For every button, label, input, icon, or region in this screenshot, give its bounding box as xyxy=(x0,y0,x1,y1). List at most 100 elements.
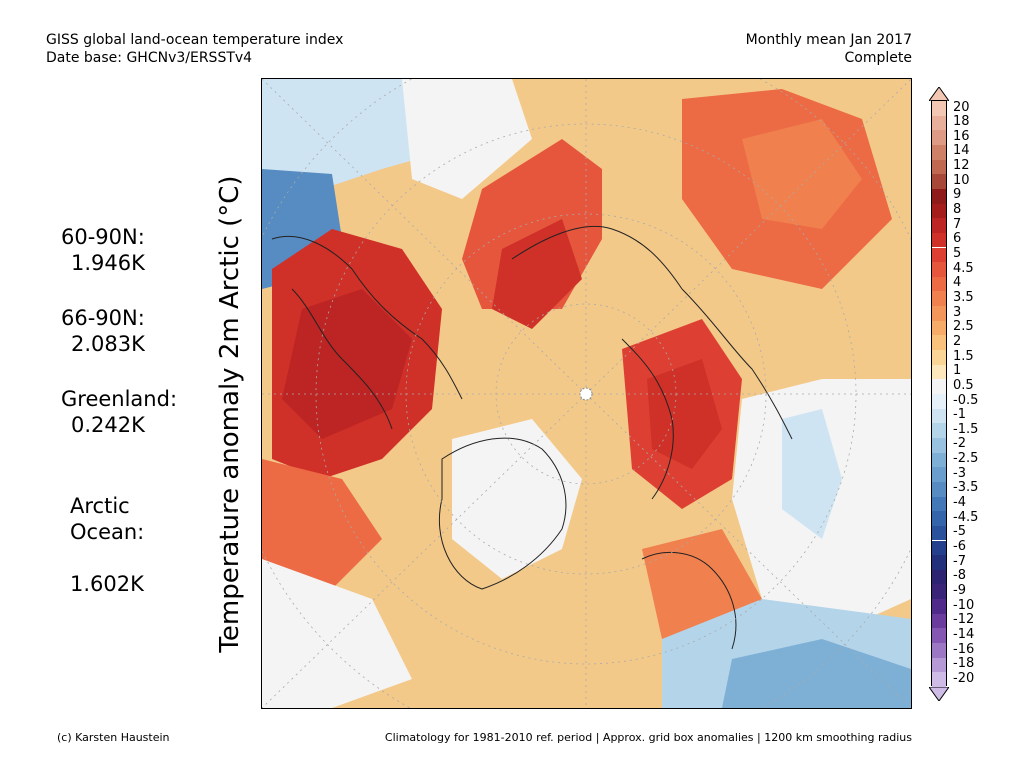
legend-label: 1.5 xyxy=(953,348,974,364)
footer-credit: (c) Karsten Haustein xyxy=(57,731,170,744)
legend-swatch xyxy=(932,232,946,248)
legend-label: -6 xyxy=(953,539,966,554)
legend-label: -7 xyxy=(953,553,966,569)
legend-label: 18 xyxy=(953,114,970,130)
anomaly-area-hot-east-siberian-sea xyxy=(492,219,582,329)
region-greenland: Greenland: 0.242K xyxy=(61,386,177,438)
anomaly-area-neutral-atlantic xyxy=(262,559,412,708)
legend-label: 4 xyxy=(953,275,962,291)
legend-label: -2 xyxy=(953,436,966,452)
legend-swatch xyxy=(932,613,946,629)
legend-label: -4.5 xyxy=(953,509,979,525)
legend-label: 16 xyxy=(953,128,970,144)
legend-swatch xyxy=(932,115,946,131)
coastline-novaya-zemlya xyxy=(621,338,674,500)
legend-swatch xyxy=(932,584,946,600)
legend-swatch xyxy=(932,628,946,644)
legend-swatch xyxy=(932,496,946,512)
legend-bar xyxy=(931,100,947,687)
legend-label: 5 xyxy=(953,246,962,261)
legend-label: -12 xyxy=(953,612,975,628)
region-name: Greenland: xyxy=(61,387,178,411)
legend-label: -20 xyxy=(953,670,975,686)
map-title: GISS global land-ocean temperature index xyxy=(46,32,344,48)
legend-label: -5 xyxy=(953,524,966,540)
legend-arrow-down xyxy=(928,686,950,702)
legend-label: 7 xyxy=(953,216,962,232)
legend-label: -0.5 xyxy=(953,392,979,408)
coastline-scandinavia xyxy=(641,551,737,650)
legend-swatch xyxy=(932,555,946,570)
legend-swatch xyxy=(932,452,946,468)
region-60-90n: 60-90N: 1.946K xyxy=(61,224,145,276)
legend-swatch xyxy=(932,320,946,336)
legend-swatch xyxy=(932,657,946,673)
legend-swatch xyxy=(932,218,946,233)
legend-swatch xyxy=(932,599,946,614)
legend-swatch xyxy=(932,569,946,585)
legend-swatch xyxy=(932,511,946,526)
legend-label: 3.5 xyxy=(953,289,974,305)
legend-label: 14 xyxy=(953,143,970,159)
legend-swatch xyxy=(932,159,946,175)
legend-label: 2 xyxy=(953,333,962,349)
anomaly-area-neutral-greenland xyxy=(452,419,582,579)
legend-label: -1 xyxy=(953,407,966,423)
region-name: 60-90N: xyxy=(61,225,145,249)
legend-label: -4 xyxy=(953,495,966,511)
legend-label: -10 xyxy=(953,597,975,613)
legend-label: -8 xyxy=(953,568,966,584)
legend-swatch xyxy=(932,350,946,365)
legend-label: 9 xyxy=(953,187,962,203)
anomaly-area-cold-east-europe xyxy=(722,639,911,708)
region-name: 66-90N: xyxy=(61,306,145,330)
legend-swatch xyxy=(932,144,946,160)
legend-label: -2.5 xyxy=(953,451,979,467)
map-layers xyxy=(262,79,911,708)
region-value: 1.602K xyxy=(70,572,144,596)
axis-label: Temperature anomaly 2m Arctic (°C) xyxy=(215,175,245,653)
legend-swatch xyxy=(932,262,946,277)
legend-swatch xyxy=(932,276,946,292)
legend-swatch xyxy=(932,643,946,658)
legend-swatch xyxy=(932,672,946,687)
legend-label: 6 xyxy=(953,231,962,247)
legend-swatch xyxy=(932,423,946,438)
anomaly-area-hot-kara-sea xyxy=(647,359,722,469)
legend-label: 8 xyxy=(953,202,962,218)
coastline-canada xyxy=(271,235,463,400)
legend-swatch xyxy=(932,130,946,145)
anomaly-area-neutral-bering xyxy=(402,79,532,199)
region-66-90n: 66-90N: 2.083K xyxy=(61,305,145,357)
legend-swatch xyxy=(932,379,946,394)
legend-swatch xyxy=(932,101,946,116)
legend-swatch xyxy=(932,408,946,424)
legend-label: -9 xyxy=(953,582,966,598)
north-pole-marker xyxy=(579,387,593,401)
legend-swatch xyxy=(932,467,946,482)
legend-label: -3 xyxy=(953,465,966,481)
anomaly-area-cool-urals xyxy=(782,409,842,539)
legend-swatch xyxy=(932,364,946,380)
legend-label: 4.5 xyxy=(953,260,974,276)
coastline-siberia-west xyxy=(681,288,793,440)
legend-swatch xyxy=(932,437,946,453)
legend-label: 3 xyxy=(953,304,962,320)
map-canvas xyxy=(262,79,911,708)
anomaly-area-warm-taymyr xyxy=(742,119,862,229)
legend-arrow-up xyxy=(928,86,950,102)
arctic-anomaly-map xyxy=(261,78,912,709)
legend-swatch xyxy=(932,540,946,556)
legend-label: -16 xyxy=(953,641,975,657)
legend-label: 1 xyxy=(953,363,962,379)
coastlines xyxy=(271,225,793,650)
header-left: GISS global land-ocean temperature index… xyxy=(46,31,343,67)
period-label: Monthly mean Jan 2017 xyxy=(745,32,912,48)
legend-label: -1.5 xyxy=(953,421,979,437)
legend-label: 0.5 xyxy=(953,377,974,393)
date-base: Date base: GHCNv3/ERSSTv4 xyxy=(46,50,253,66)
legend-label: 12 xyxy=(953,158,970,174)
legend-swatch xyxy=(932,188,946,204)
legend-swatch xyxy=(932,394,946,409)
legend-swatch xyxy=(932,247,946,263)
